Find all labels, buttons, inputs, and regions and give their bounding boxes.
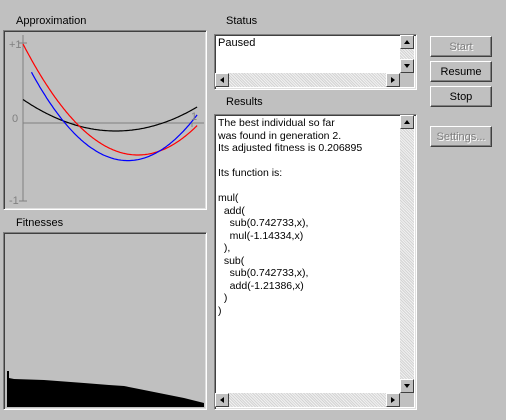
results-line: Its function is:: [218, 167, 283, 179]
results-line: sub(: [218, 254, 245, 267]
x-right-label: 1: [191, 111, 198, 123]
fitness-histogram: [7, 371, 204, 407]
results-line: Its adjusted fitness is 0.206895: [218, 142, 363, 154]
results-line: sub(0.742733,x),: [218, 267, 309, 279]
status-text: Paused: [218, 37, 256, 49]
results-scroll-down[interactable]: [400, 379, 414, 393]
results-line: ): [218, 292, 228, 304]
fitnesses-chart: [7, 371, 204, 407]
start-button[interactable]: Start: [430, 36, 492, 57]
arrow-right-icon: [391, 397, 395, 403]
status-title: Status: [226, 15, 258, 27]
results-line: add(-1.21386,x): [218, 279, 304, 292]
results-scroll-up[interactable]: [400, 115, 414, 129]
results-hscrollbar[interactable]: [215, 393, 400, 407]
results-line: add(: [218, 204, 245, 217]
results-box[interactable]: The best individual so far was found in g…: [214, 114, 417, 410]
results-line: ),: [218, 242, 231, 254]
status-hscrollbar[interactable]: [215, 73, 400, 87]
fitnesses-plot: [3, 232, 207, 410]
approximation-title: Approximation: [16, 15, 87, 27]
results-line: was found in generation 2.: [218, 129, 342, 142]
results-line: [218, 155, 362, 168]
approximation-plot: +1 0 -1 1: [3, 30, 207, 210]
status-vscrollbar[interactable]: [400, 35, 414, 73]
settings-button[interactable]: Settings...: [430, 126, 492, 147]
results-scroll-corner: [400, 393, 414, 407]
y-zero-label: 0: [12, 113, 19, 125]
approximation-chart: [19, 35, 204, 202]
curve-red: [22, 43, 198, 156]
status-scroll-up[interactable]: [400, 35, 414, 49]
results-scroll-right[interactable]: [386, 393, 400, 407]
arrow-left-icon: [220, 397, 224, 403]
y-bottom-label: -1: [9, 195, 19, 207]
results-line: mul(: [218, 192, 239, 204]
arrow-up-icon: [404, 40, 410, 44]
results-line: The best individual so far: [218, 117, 335, 129]
results-vscrollbar[interactable]: [400, 115, 414, 393]
results-line: mul(-1.14334,x): [218, 229, 304, 242]
curve-black: [22, 99, 198, 132]
results-title: Results: [226, 96, 263, 108]
status-scroll-left[interactable]: [215, 73, 229, 87]
results-text: The best individual so far was found in g…: [218, 117, 362, 317]
results-line: sub(0.742733,x),: [218, 217, 309, 229]
y-top-label: +1: [9, 39, 22, 51]
arrow-left-icon: [220, 77, 224, 83]
arrow-right-icon: [391, 77, 395, 83]
stop-button[interactable]: Stop: [430, 86, 492, 107]
arrow-up-icon: [404, 120, 410, 124]
status-box[interactable]: Paused: [214, 34, 417, 90]
status-scroll-right[interactable]: [386, 73, 400, 87]
status-scroll-down[interactable]: [400, 59, 414, 73]
results-scroll-left[interactable]: [215, 393, 229, 407]
results-line: ): [218, 304, 222, 317]
arrow-down-icon: [404, 384, 410, 388]
arrow-down-icon: [404, 64, 410, 68]
results-line: [218, 180, 362, 193]
resume-button[interactable]: Resume: [430, 61, 492, 82]
fitnesses-title: Fitnesses: [16, 217, 64, 229]
curve-blue: [30, 71, 198, 162]
status-scroll-corner: [400, 73, 414, 87]
